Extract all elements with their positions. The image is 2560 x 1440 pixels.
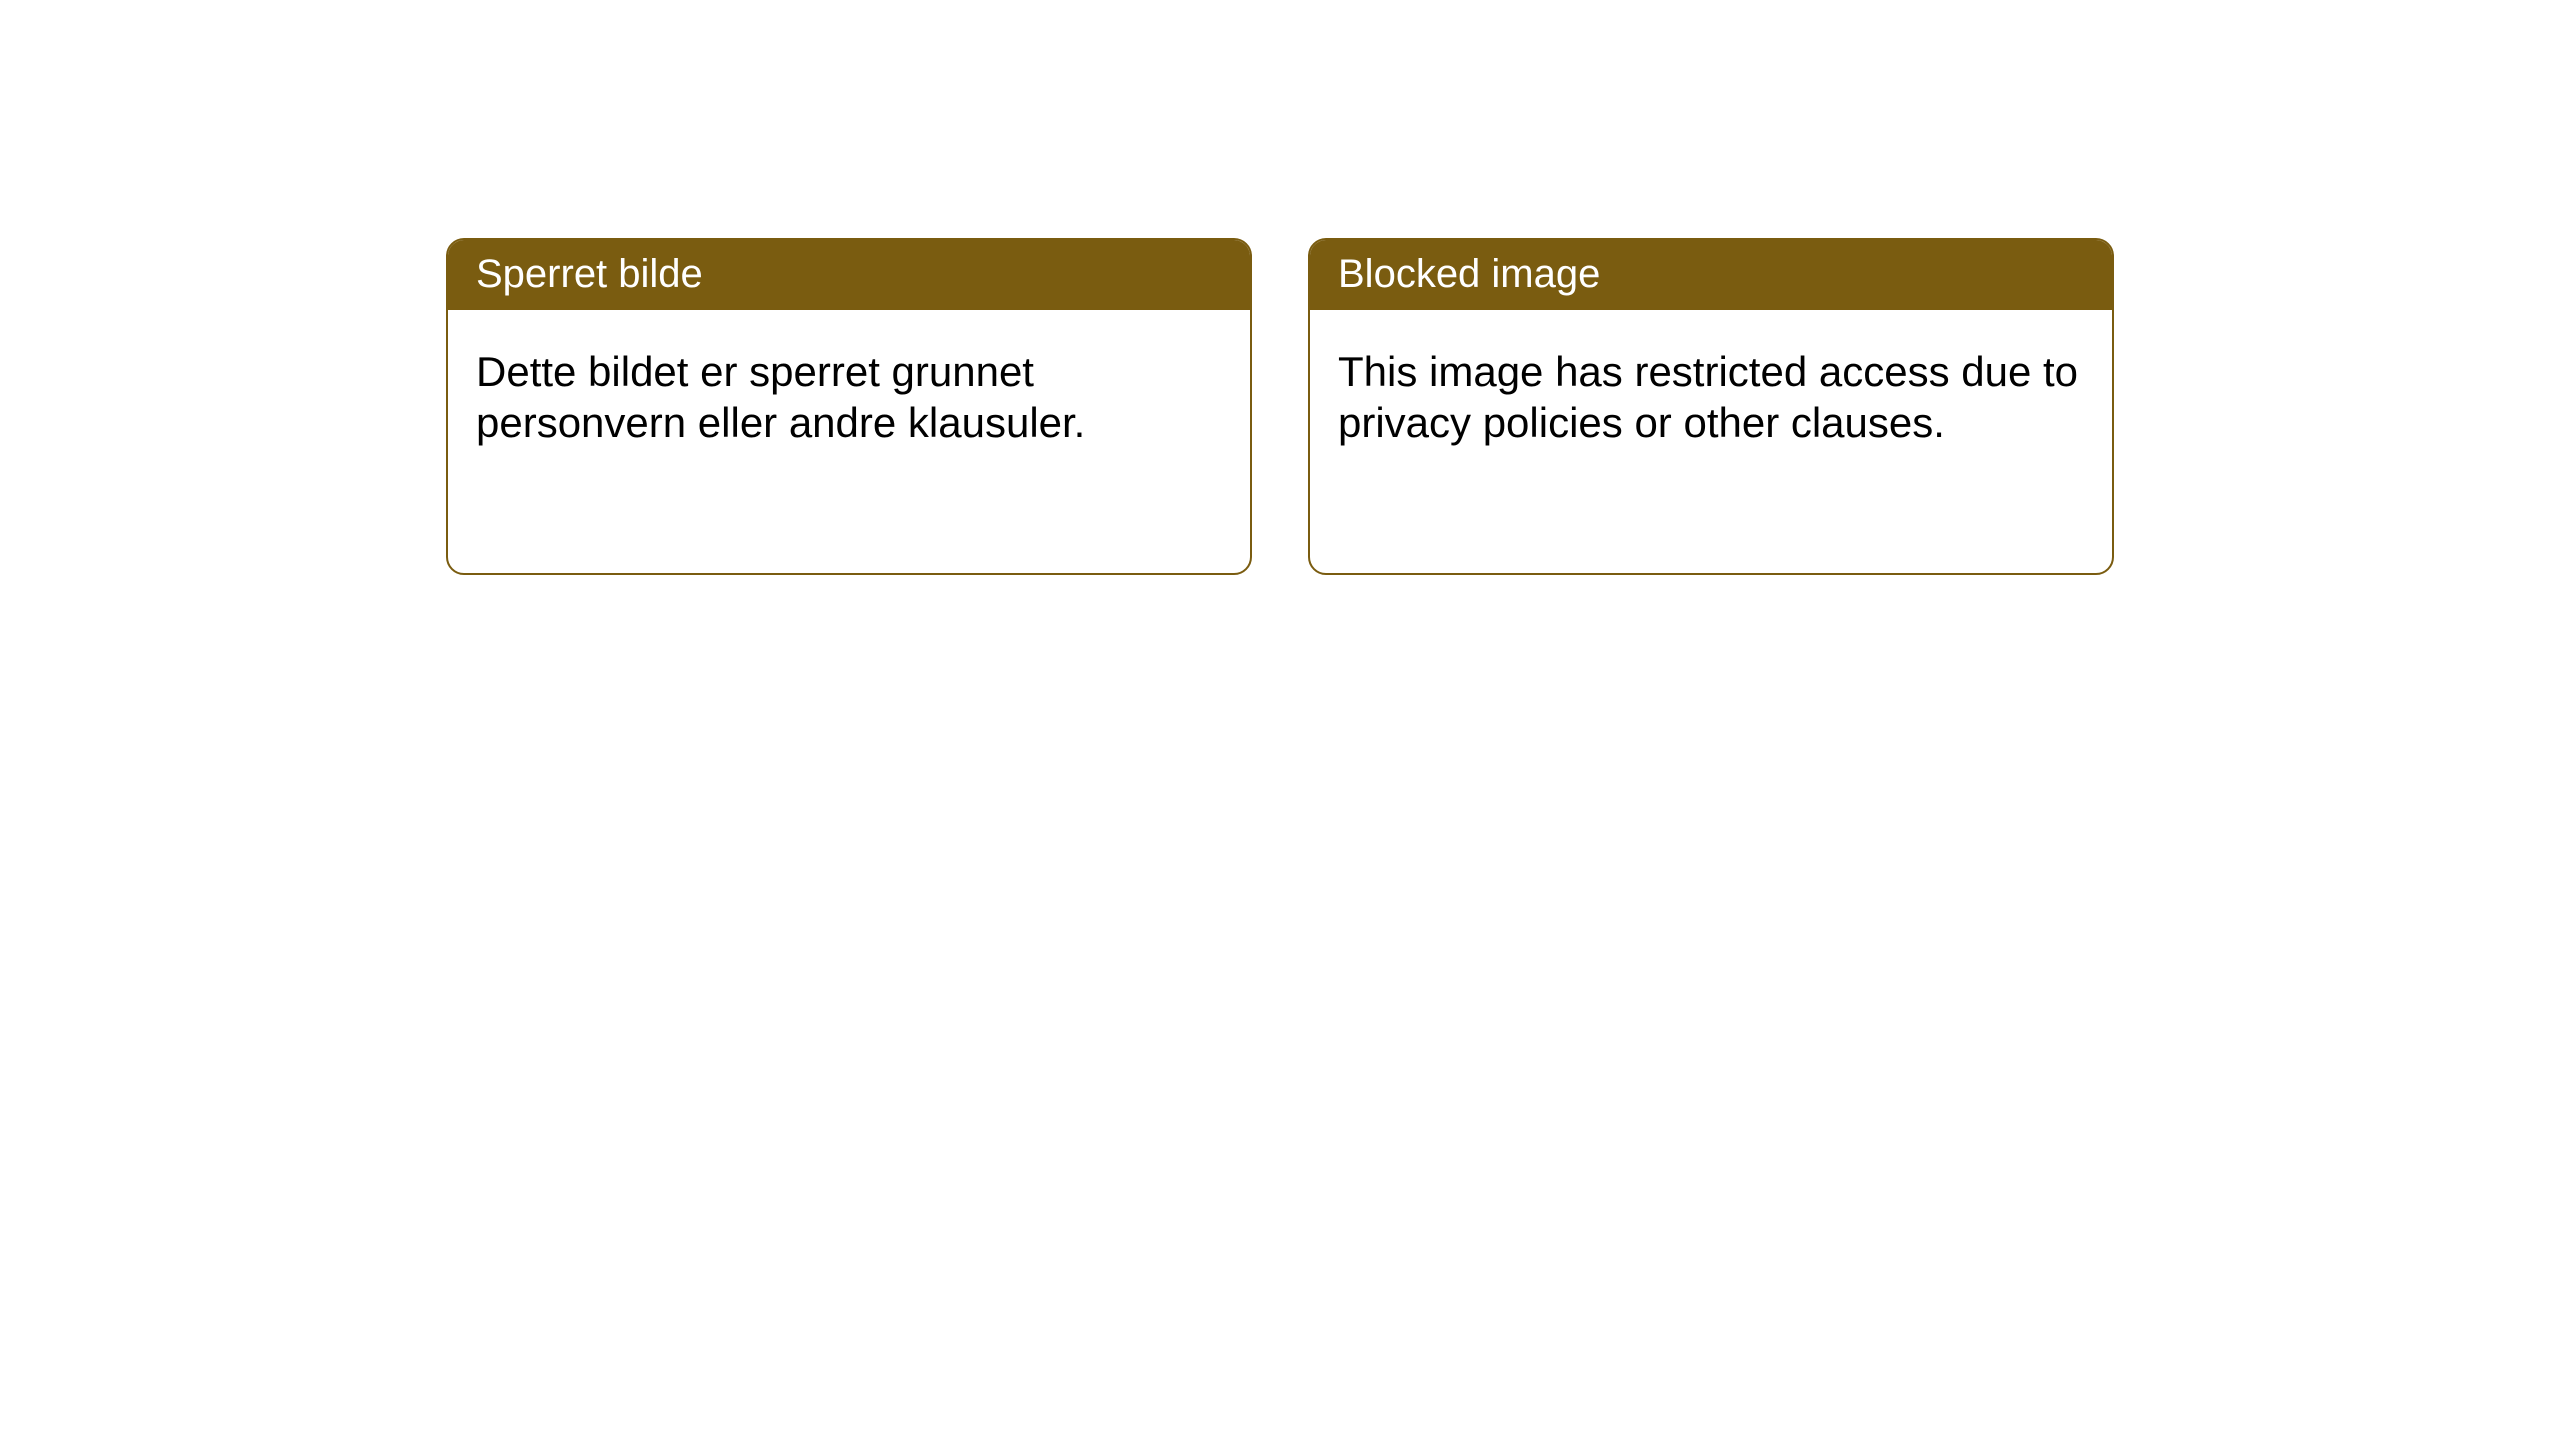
notice-header: Sperret bilde [448, 240, 1250, 310]
notice-title: Sperret bilde [476, 252, 703, 296]
notice-card-english: Blocked image This image has restricted … [1308, 238, 2114, 575]
notice-body: Dette bildet er sperret grunnet personve… [448, 310, 1250, 476]
notice-body-text: Dette bildet er sperret grunnet personve… [476, 348, 1085, 446]
notice-header: Blocked image [1310, 240, 2112, 310]
notice-body: This image has restricted access due to … [1310, 310, 2112, 476]
notice-container: Sperret bilde Dette bildet er sperret gr… [0, 0, 2560, 575]
notice-body-text: This image has restricted access due to … [1338, 348, 2078, 446]
notice-card-norwegian: Sperret bilde Dette bildet er sperret gr… [446, 238, 1252, 575]
notice-title: Blocked image [1338, 252, 1600, 296]
